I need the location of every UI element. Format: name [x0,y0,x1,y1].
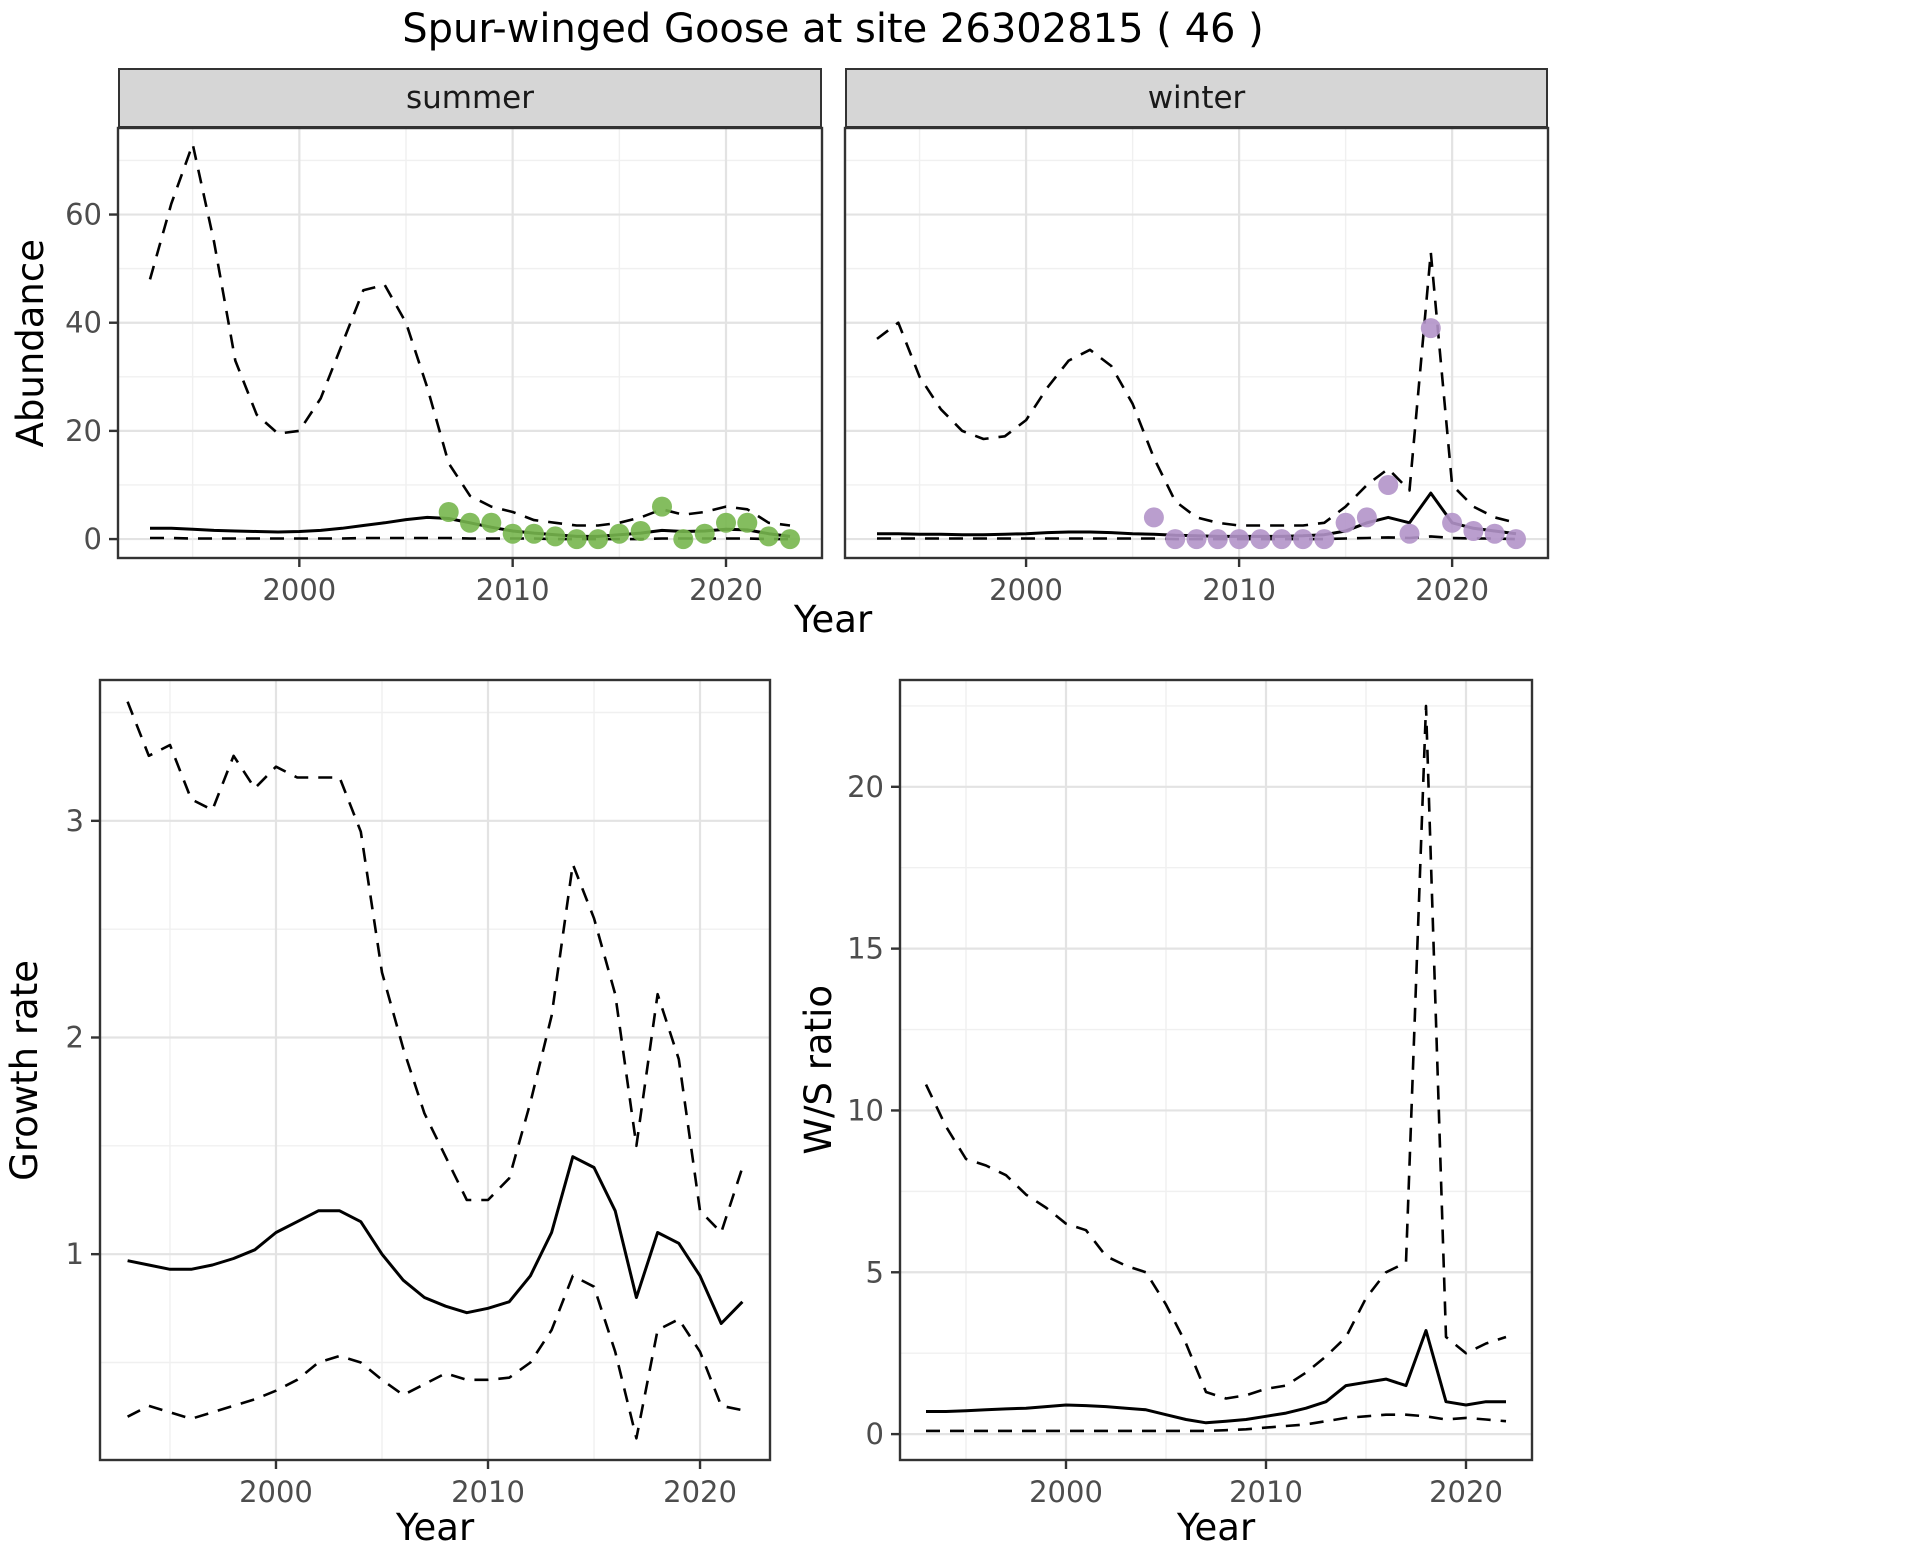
summer-abundance-y-tick-label: 60 [65,198,102,232]
summer-abundance-observed-point [758,526,779,547]
panel-summer-abundance: 2000 2010 2020 0 20 40 60 [50,126,830,618]
summer-abundance-observed-point [481,512,502,533]
summer-abundance-observed-point [460,512,480,533]
winter-abundance-observed-point [1484,523,1505,544]
ws-ratio-lower_95ci-line [926,1413,1507,1433]
growth-rate-lower_95ci-line [127,1274,743,1440]
ws-ratio-y-tick-label: 10 [847,1093,884,1127]
winter-abundance-observed-point [1314,529,1335,550]
winter-abundance-observed-point [1356,507,1377,528]
summer-abundance-x-tick-label: 2000 [262,573,336,607]
summer-abundance-y-tick-label: 40 [65,306,102,340]
growth-rate-x-tick-label: 2010 [451,1475,525,1509]
x-axis-label-year-growth: Year [395,1506,475,1549]
ws-ratio-x-tick-label: 2020 [1429,1475,1503,1509]
growth-rate-y-tick-label: 1 [66,1237,84,1271]
summer-abundance-observed-point [545,526,566,547]
winter-abundance-observed-point [1420,318,1441,339]
winter-abundance-observed-point [1506,529,1526,550]
ws-ratio-chart: 2000 2010 2020 0 5 10 15 20 [847,678,1534,1509]
facet-strip-summer: summer [118,68,822,128]
winter-abundance-observed-point [1271,529,1292,550]
winter-abundance-observed-point [1378,475,1399,495]
winter-abundance-chart: 2000 2010 2020 [843,126,1550,607]
y-axis-label-abundance: Abundance [8,238,52,448]
winter-abundance-x-tick-label: 2000 [989,573,1063,607]
winter-abundance-observed-point [1165,529,1186,550]
summer-abundance-observed-point [673,529,694,550]
summer-abundance-observed-point [502,523,523,544]
facet-strip-winter-label: winter [1147,80,1246,116]
ws-ratio-upper_95ci-line [924,704,1507,1400]
ws-ratio-estimate-line [926,1329,1506,1425]
summer-abundance-y-tick-label: 20 [65,414,102,448]
winter-abundance-observed-point [1229,529,1250,550]
winter-abundance-observed-point [1250,529,1271,550]
growth-rate-chart: 2000 2010 2020 1 2 3 [66,678,772,1509]
panel-growth-rate: 2000 2010 2020 1 2 3 [36,678,780,1532]
winter-abundance-observed-point [1399,523,1420,544]
winter-abundance-observed-point [1463,521,1484,541]
growth-rate-x-tick-label: 2000 [239,1475,313,1509]
facet-strip-summer-label: summer [405,80,534,116]
ws-ratio-y-tick-label: 0 [866,1417,884,1451]
winter-abundance-observed-point [1293,529,1313,550]
facet-strip-winter: winter [845,68,1548,128]
ws-ratio-y-tick-label: 15 [847,932,884,966]
summer-abundance-x-tick-label: 2020 [689,573,763,607]
x-axis-label-year-ws: Year [1176,1506,1256,1549]
winter-abundance-observed-point [1207,529,1228,550]
growth-rate-x-tick-label: 2020 [663,1475,737,1509]
winter-abundance-observed-point [1335,512,1356,533]
summer-abundance-observed-point [652,496,672,517]
winter-abundance-observed-point [1143,507,1164,528]
ws-ratio-x-tick-label: 2010 [1229,1475,1303,1509]
winter-abundance-observed-point [1186,529,1207,550]
summer-abundance-observed-point [716,512,736,533]
summer-abundance-upper_95ci-line [148,142,791,527]
panel-ws-ratio: 2000 2010 2020 0 5 10 15 20 [836,678,1542,1532]
summer-abundance-chart: 2000 2010 2020 0 20 40 60 [65,126,824,607]
summer-abundance-x-tick-label: 2010 [476,573,550,607]
winter-abundance-x-tick-label: 2020 [1415,573,1489,607]
winter-abundance-observed-point [1442,512,1463,533]
summer-abundance-observed-point [588,529,608,550]
winter-abundance-upper_95ci-line [876,251,1517,527]
chart-title: Spur-winged Goose at site 26302815 ( 46 … [402,6,1264,52]
summer-abundance-observed-point [737,512,758,533]
summer-abundance-observed-point [630,521,651,541]
ws-ratio-y-tick-label: 20 [847,770,884,804]
summer-abundance-observed-point [780,529,800,550]
growth-rate-upper_95ci-line [126,701,744,1234]
summer-abundance-observed-point [524,523,544,544]
summer-abundance-y-tick-label: 0 [84,522,102,556]
summer-abundance-observed-point [694,523,715,544]
summer-abundance-observed-point [609,523,630,544]
panel-winter-abundance: 2000 2010 2020 [835,126,1560,618]
summer-abundance-observed-point [438,502,459,522]
y-axis-label-ws-ratio: W/S ratio [796,985,840,1155]
growth-rate-y-tick-label: 2 [66,1021,84,1055]
winter-abundance-x-tick-label: 2010 [1202,573,1276,607]
growth-rate-y-tick-label: 3 [66,804,84,838]
summer-abundance-observed-point [566,529,587,550]
ws-ratio-y-tick-label: 5 [866,1255,884,1289]
ws-ratio-x-tick-label: 2000 [1029,1475,1103,1509]
x-axis-label-year-top: Year [793,598,873,641]
growth-rate-estimate-line [127,1155,744,1325]
